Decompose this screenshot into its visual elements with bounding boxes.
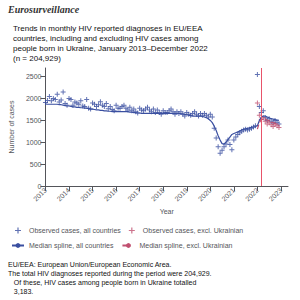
svg-text:EU/EEA: European Union/Europea: EU/EEA: European Union/European Economic…: [8, 261, 171, 269]
svg-text:Observed cases, excl. Ukrainia: Observed cases, excl. Ukrainian: [143, 227, 243, 234]
svg-text:2017: 2017: [126, 186, 142, 202]
svg-text:2014: 2014: [56, 186, 72, 202]
svg-text:1500: 1500: [26, 117, 42, 124]
svg-text:2013: 2013: [32, 186, 48, 202]
svg-text:Median spline, excl. Ukrainian: Median spline, excl. Ukrainian: [139, 242, 232, 250]
svg-text:2022: 2022: [244, 186, 260, 202]
svg-text:2020: 2020: [197, 186, 213, 202]
svg-text:2000: 2000: [26, 95, 42, 102]
svg-text:The total HIV diagnoses report: The total HIV diagnoses reported during …: [8, 270, 212, 278]
svg-text:2019: 2019: [173, 186, 189, 202]
svg-text:2023: 2023: [267, 186, 283, 202]
svg-text:2015: 2015: [79, 186, 95, 202]
svg-text:Year: Year: [160, 208, 175, 215]
svg-text:countries, including and exclu: countries, including and excluding HIV c…: [13, 34, 198, 43]
svg-text:Eurosurveillance: Eurosurveillance: [7, 4, 80, 15]
svg-text:Median spline, all countries: Median spline, all countries: [29, 242, 114, 250]
svg-text:1000: 1000: [26, 139, 42, 146]
svg-text:Observed cases, all countries: Observed cases, all countries: [29, 227, 121, 234]
svg-text:(n = 204,929): (n = 204,929): [13, 54, 61, 63]
svg-text:500: 500: [30, 161, 42, 168]
svg-text:Of these, HIV cases among peop: Of these, HIV cases among people born in…: [8, 279, 196, 287]
svg-text:3,183.: 3,183.: [8, 288, 33, 295]
svg-text:2018: 2018: [150, 186, 166, 202]
svg-text:people born in Ukraine, Januar: people born in Ukraine, January 2013–Dec…: [13, 44, 208, 53]
svg-text:Number of cases: Number of cases: [8, 100, 15, 153]
svg-text:Trends in monthly HIV reported: Trends in monthly HIV reported diagnoses…: [13, 24, 203, 33]
svg-text:2016: 2016: [103, 186, 119, 202]
svg-text:2021: 2021: [220, 186, 236, 202]
svg-text:2500: 2500: [26, 73, 42, 80]
